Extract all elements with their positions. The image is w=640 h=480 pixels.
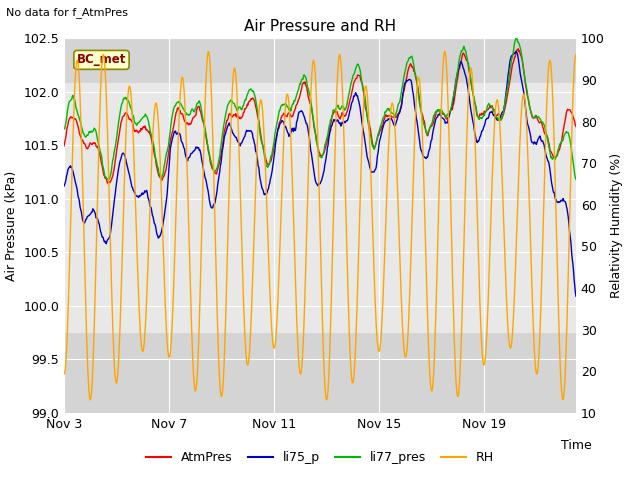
Title: Air Pressure and RH: Air Pressure and RH bbox=[244, 20, 396, 35]
Y-axis label: Relativity Humidity (%): Relativity Humidity (%) bbox=[611, 153, 623, 298]
X-axis label: Time: Time bbox=[561, 439, 591, 452]
Text: No data for f_AtmPres: No data for f_AtmPres bbox=[6, 7, 129, 18]
Legend: AtmPres, li75_p, li77_pres, RH: AtmPres, li75_p, li77_pres, RH bbox=[141, 446, 499, 469]
Y-axis label: Air Pressure (kPa): Air Pressure (kPa) bbox=[4, 170, 18, 281]
Text: BC_met: BC_met bbox=[77, 53, 126, 66]
Bar bbox=[64, 84, 576, 333]
